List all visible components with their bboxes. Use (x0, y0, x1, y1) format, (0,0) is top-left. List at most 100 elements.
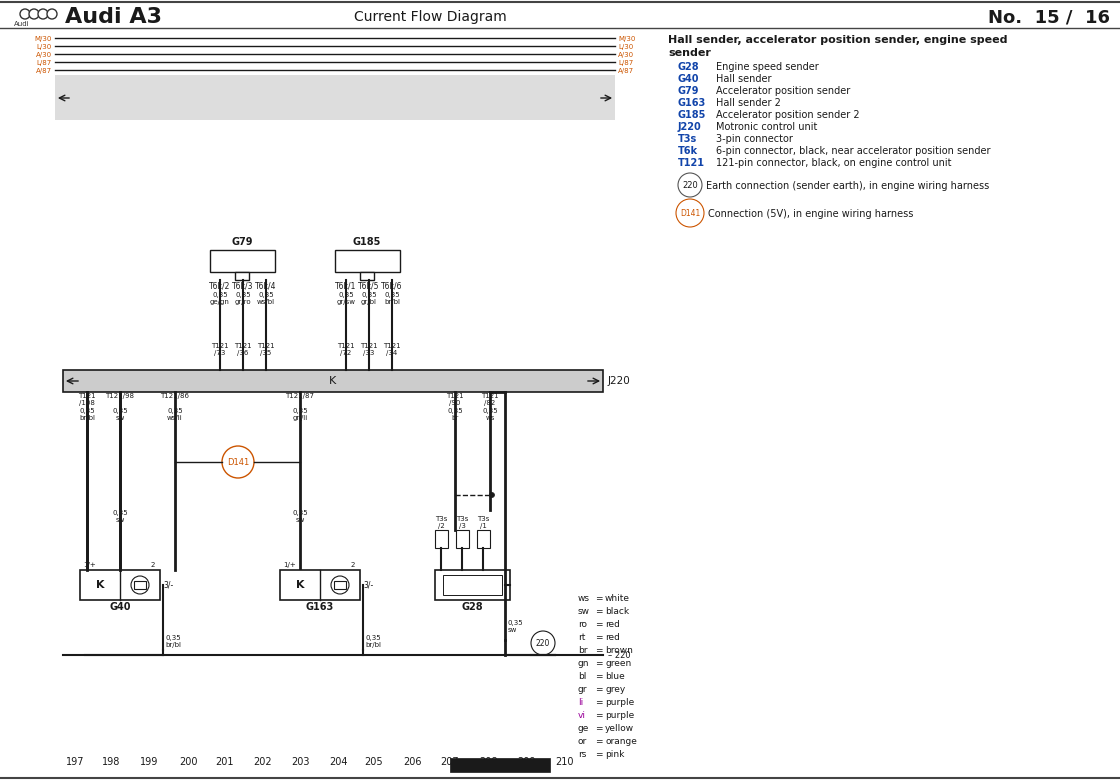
Text: T6k/3: T6k/3 (232, 281, 254, 290)
Text: vi: vi (578, 711, 586, 720)
Text: J220: J220 (608, 376, 631, 386)
Text: 0,35
ge/gn: 0,35 ge/gn (211, 292, 230, 305)
Text: 0,35
gr/sw: 0,35 gr/sw (336, 292, 355, 305)
Bar (360, 272, 374, 280)
Text: G28: G28 (678, 62, 700, 72)
Text: T3s
/3: T3s /3 (456, 516, 468, 529)
Circle shape (20, 9, 30, 19)
Text: 220: 220 (535, 638, 550, 648)
Text: T121/86: T121/86 (160, 393, 189, 399)
Bar (456, 530, 469, 548)
Text: T6k: T6k (678, 146, 698, 156)
Text: 6-pin connector, black, near accelerator position sender: 6-pin connector, black, near accelerator… (716, 146, 990, 156)
Text: T121: T121 (678, 158, 704, 168)
Bar (63, 370, 603, 392)
Text: white: white (605, 594, 629, 603)
Text: =: = (595, 672, 603, 681)
Text: 0,35
br/bl: 0,35 br/bl (384, 292, 400, 305)
Text: Hall sender: Hall sender (716, 74, 772, 84)
Text: T6k/6: T6k/6 (381, 281, 403, 290)
Text: =: = (595, 659, 603, 668)
Text: T6k/1: T6k/1 (335, 281, 356, 290)
Text: Connection (5V), in engine wiring harness: Connection (5V), in engine wiring harnes… (708, 209, 914, 219)
Text: T121/87: T121/87 (286, 393, 315, 399)
Text: T6k/4: T6k/4 (255, 281, 277, 290)
Text: =: = (595, 711, 603, 720)
Text: 0,35
sw: 0,35 sw (292, 510, 308, 523)
Text: grey: grey (605, 685, 625, 694)
Text: Engine speed sender: Engine speed sender (716, 62, 819, 72)
Text: 198: 198 (102, 757, 120, 767)
Text: K: K (329, 376, 337, 386)
Text: Earth connection (sender earth), in engine wiring harness: Earth connection (sender earth), in engi… (706, 181, 989, 191)
Circle shape (38, 9, 48, 19)
Text: K: K (95, 580, 104, 590)
Text: sw: sw (578, 607, 590, 616)
Text: 2: 2 (150, 562, 155, 568)
Text: 220: 220 (682, 180, 698, 190)
Text: A/87: A/87 (618, 68, 634, 74)
Text: =: = (595, 724, 603, 733)
Text: T6k/2: T6k/2 (209, 281, 231, 290)
Text: M/30: M/30 (618, 36, 635, 42)
Text: 3-pin connector: 3-pin connector (716, 134, 793, 144)
Text: T121
/35: T121 /35 (258, 343, 274, 356)
Bar (450, 758, 550, 772)
Text: A/87: A/87 (36, 68, 52, 74)
Text: G40: G40 (678, 74, 700, 84)
Text: 0,35
ws: 0,35 ws (483, 408, 497, 421)
Text: 0,35
br/bl: 0,35 br/bl (365, 635, 381, 648)
Text: T3s
/2: T3s /2 (435, 516, 447, 529)
Text: T121
/108: T121 /108 (78, 393, 96, 406)
Text: 202: 202 (254, 757, 272, 767)
Circle shape (47, 9, 57, 19)
Text: 199: 199 (140, 757, 158, 767)
Text: Accelerator position sender 2: Accelerator position sender 2 (716, 110, 860, 120)
Bar (334, 581, 346, 589)
Text: green: green (605, 659, 632, 668)
Text: D141: D141 (227, 458, 249, 466)
Text: ro: ro (578, 620, 587, 629)
Text: D141: D141 (680, 209, 700, 217)
Text: 210: 210 (554, 757, 573, 767)
Text: 0,35
ws/li: 0,35 ws/li (167, 408, 183, 421)
Text: L/30: L/30 (37, 44, 52, 50)
Bar (211, 250, 276, 272)
Text: orange: orange (605, 737, 637, 746)
Text: G163: G163 (306, 602, 334, 612)
Text: G40: G40 (110, 602, 131, 612)
Text: 203: 203 (291, 757, 309, 767)
Bar (134, 581, 146, 589)
Text: purple: purple (605, 698, 634, 707)
Text: 204: 204 (329, 757, 347, 767)
Circle shape (222, 446, 254, 478)
Bar (435, 570, 510, 600)
Text: T121
/72: T121 /72 (337, 343, 355, 356)
Text: J220: J220 (678, 122, 702, 132)
Text: =: = (595, 594, 603, 603)
Text: A/30: A/30 (36, 52, 52, 58)
Text: L/87: L/87 (37, 60, 52, 66)
Text: gn: gn (578, 659, 589, 668)
Text: A/30: A/30 (618, 52, 634, 58)
Text: 1/+: 1/+ (283, 562, 296, 568)
Text: 3/-: 3/- (164, 580, 174, 590)
Text: Motronic control unit: Motronic control unit (716, 122, 818, 132)
Text: T121
/36: T121 /36 (234, 343, 252, 356)
Circle shape (29, 9, 39, 19)
Text: 201: 201 (216, 757, 234, 767)
Text: pink: pink (605, 750, 624, 759)
Text: Accelerator position sender: Accelerator position sender (716, 86, 850, 96)
Text: ws: ws (578, 594, 590, 603)
Text: 197: 197 (66, 757, 84, 767)
Bar (235, 272, 249, 280)
Text: gr: gr (578, 685, 588, 694)
Text: 0,35
br/bl: 0,35 br/bl (165, 635, 181, 648)
Text: L/30: L/30 (618, 44, 633, 50)
Text: =: = (595, 737, 603, 746)
Text: G163: G163 (678, 98, 707, 108)
Circle shape (131, 576, 149, 594)
Text: L/87: L/87 (618, 60, 633, 66)
Text: G79: G79 (231, 237, 253, 247)
Text: 1/+: 1/+ (83, 562, 95, 568)
